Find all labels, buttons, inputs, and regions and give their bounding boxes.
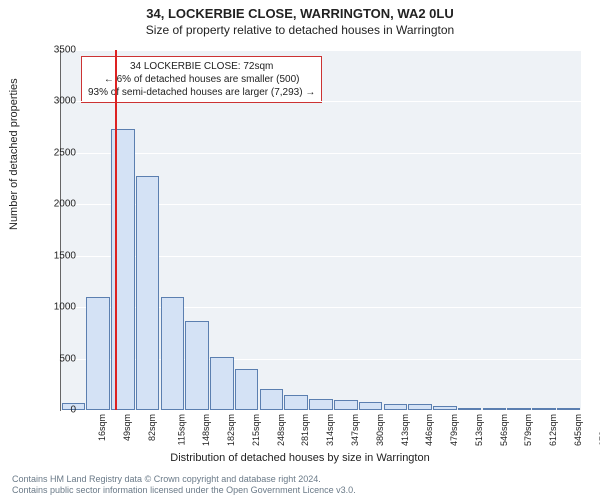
x-tick-label: 215sqm xyxy=(251,414,261,446)
histogram-bar xyxy=(161,297,185,410)
x-tick-label: 413sqm xyxy=(400,414,410,446)
chart-container: 34, LOCKERBIE CLOSE, WARRINGTON, WA2 0LU… xyxy=(0,0,600,500)
histogram-bar xyxy=(507,408,531,410)
x-tick-label: 49sqm xyxy=(122,414,132,441)
y-tick-label: 3000 xyxy=(46,96,76,107)
histogram-bar xyxy=(557,408,581,410)
histogram-bar xyxy=(408,404,432,410)
x-tick-label: 579sqm xyxy=(523,414,533,446)
x-tick-label: 115sqm xyxy=(176,414,186,445)
x-tick-label: 248sqm xyxy=(276,414,286,446)
x-tick-label: 148sqm xyxy=(201,414,211,446)
x-tick-label: 380sqm xyxy=(375,414,385,446)
x-tick-label: 16sqm xyxy=(97,414,107,441)
histogram-bar xyxy=(384,404,408,410)
y-tick-label: 0 xyxy=(46,405,76,416)
histogram-bar xyxy=(334,400,358,410)
annotation-line-3: 93% of semi-detached houses are larger (… xyxy=(88,86,315,99)
page-subtitle: Size of property relative to detached ho… xyxy=(0,21,600,37)
x-tick-label: 546sqm xyxy=(499,414,509,446)
x-tick-label: 446sqm xyxy=(424,414,434,446)
x-tick-label: 314sqm xyxy=(325,414,335,446)
gridline xyxy=(61,101,581,102)
x-axis-label: Distribution of detached houses by size … xyxy=(0,452,600,464)
footer-line-1: Contains HM Land Registry data © Crown c… xyxy=(12,474,356,485)
histogram-bar xyxy=(260,389,284,410)
y-tick-label: 500 xyxy=(46,353,76,364)
histogram-bar xyxy=(185,321,209,410)
x-tick-label: 281sqm xyxy=(301,414,311,446)
histogram-bar xyxy=(210,357,234,410)
x-tick-label: 612sqm xyxy=(548,414,558,446)
marker-line xyxy=(115,50,117,410)
histogram-bar xyxy=(433,406,457,410)
gridline xyxy=(61,50,581,51)
footer-credits: Contains HM Land Registry data © Crown c… xyxy=(12,474,356,496)
x-tick-label: 513sqm xyxy=(474,414,484,446)
plot-area: 34 LOCKERBIE CLOSE: 72sqm ← 6% of detach… xyxy=(60,50,581,411)
histogram-bar xyxy=(309,399,333,410)
annotation-line-2: ← 6% of detached houses are smaller (500… xyxy=(88,73,315,86)
x-tick-label: 182sqm xyxy=(226,414,236,446)
y-tick-label: 3500 xyxy=(46,45,76,56)
histogram-bar xyxy=(483,408,507,410)
x-tick-label: 347sqm xyxy=(350,414,360,446)
histogram-bar xyxy=(532,408,556,410)
histogram-bar xyxy=(284,395,308,410)
histogram-bar xyxy=(136,176,160,411)
x-tick-label: 479sqm xyxy=(449,414,459,446)
gridline xyxy=(61,153,581,154)
y-tick-label: 2500 xyxy=(46,147,76,158)
histogram-bar xyxy=(235,369,259,410)
histogram-bar xyxy=(86,297,110,410)
histogram-bar xyxy=(458,408,482,410)
y-tick-label: 2000 xyxy=(46,199,76,210)
y-tick-label: 1500 xyxy=(46,250,76,261)
y-tick-label: 1000 xyxy=(46,302,76,313)
x-tick-label: 645sqm xyxy=(573,414,583,446)
x-tick-label: 82sqm xyxy=(147,414,157,441)
page-title: 34, LOCKERBIE CLOSE, WARRINGTON, WA2 0LU xyxy=(0,0,600,21)
histogram-bar xyxy=(359,402,383,410)
footer-line-2: Contains public sector information licen… xyxy=(12,485,356,496)
annotation-line-1: 34 LOCKERBIE CLOSE: 72sqm xyxy=(88,60,315,73)
gridline xyxy=(61,410,581,411)
y-axis-label: Number of detached properties xyxy=(8,78,20,230)
